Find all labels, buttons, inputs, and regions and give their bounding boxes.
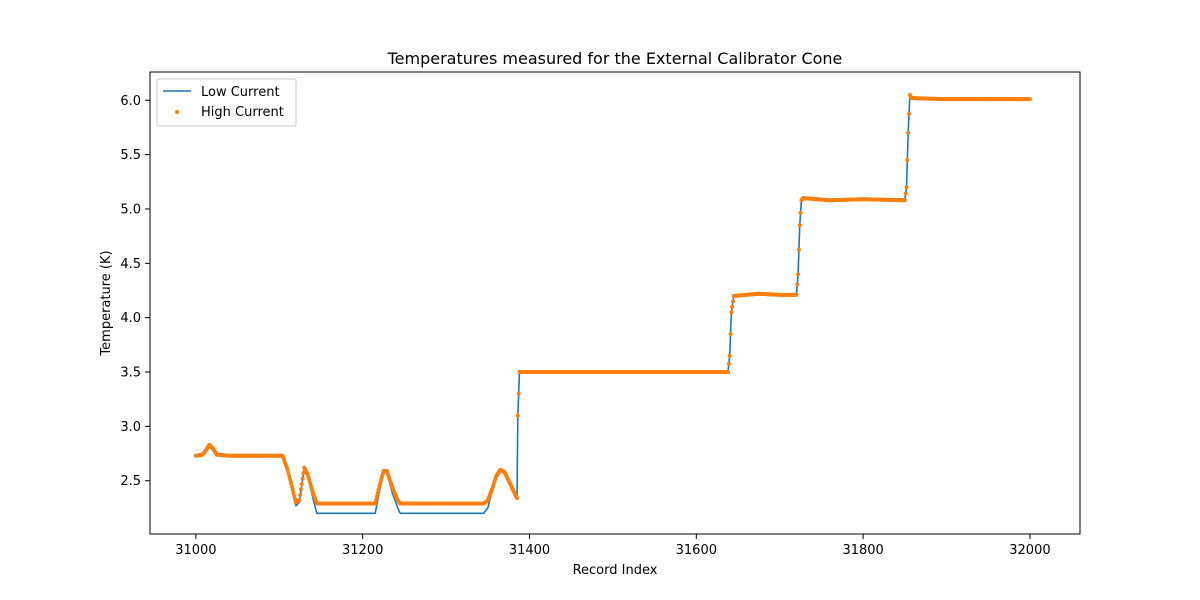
data-point <box>298 493 302 497</box>
data-point <box>726 370 730 374</box>
data-point <box>517 392 521 396</box>
y-axis-label: Temperature (K) <box>99 250 114 356</box>
x-tick-label: 31800 <box>842 543 883 558</box>
data-point <box>906 131 910 135</box>
data-point <box>300 482 304 486</box>
data-point <box>904 192 908 196</box>
x-tick-label: 31000 <box>175 543 216 558</box>
data-point <box>795 283 799 287</box>
data-point <box>903 198 907 202</box>
legend-label-low-current: Low Current <box>201 85 280 100</box>
data-point <box>730 305 734 309</box>
y-tick-label: 5.5 <box>120 148 141 163</box>
legend-label-high-current: High Current <box>201 105 284 120</box>
y-tick-label: 3.0 <box>120 420 141 435</box>
data-point <box>374 498 378 502</box>
data-point <box>373 502 377 506</box>
x-tick-label: 31400 <box>509 543 550 558</box>
data-point <box>515 496 519 500</box>
y-tick-label: 2.5 <box>120 474 141 489</box>
data-point <box>516 414 520 418</box>
y-tick-label: 6.0 <box>120 94 141 109</box>
y-tick-label: 4.0 <box>120 311 141 326</box>
data-point <box>377 488 381 492</box>
data-point <box>727 362 731 366</box>
legend: Low Current High Current <box>157 79 296 126</box>
data-point <box>297 498 301 502</box>
data-point <box>796 272 800 276</box>
x-axis-label: Record Index <box>573 563 658 578</box>
chart-title: Temperatures measured for the External C… <box>387 49 843 68</box>
data-point <box>376 491 380 495</box>
y-tick-label: 4.5 <box>120 257 141 272</box>
data-point <box>797 248 801 252</box>
data-point <box>905 185 909 189</box>
data-point <box>301 477 305 481</box>
data-point <box>1028 97 1032 101</box>
data-point <box>731 299 735 303</box>
data-point <box>905 158 909 162</box>
x-tick-label: 31600 <box>676 543 717 558</box>
y-tick-label: 3.5 <box>120 366 141 381</box>
data-point <box>729 310 733 314</box>
data-point <box>729 332 733 336</box>
data-point <box>728 354 732 358</box>
x-tick-label: 31200 <box>342 543 383 558</box>
data-point <box>299 487 303 491</box>
y-tick-label: 5.0 <box>120 202 141 217</box>
data-point <box>907 112 911 116</box>
data-point <box>798 223 802 227</box>
legend-swatch-high-current <box>175 110 179 114</box>
x-tick-label: 32000 <box>1009 543 1050 558</box>
data-point <box>375 495 379 499</box>
data-point <box>799 211 803 215</box>
data-point <box>794 293 798 297</box>
